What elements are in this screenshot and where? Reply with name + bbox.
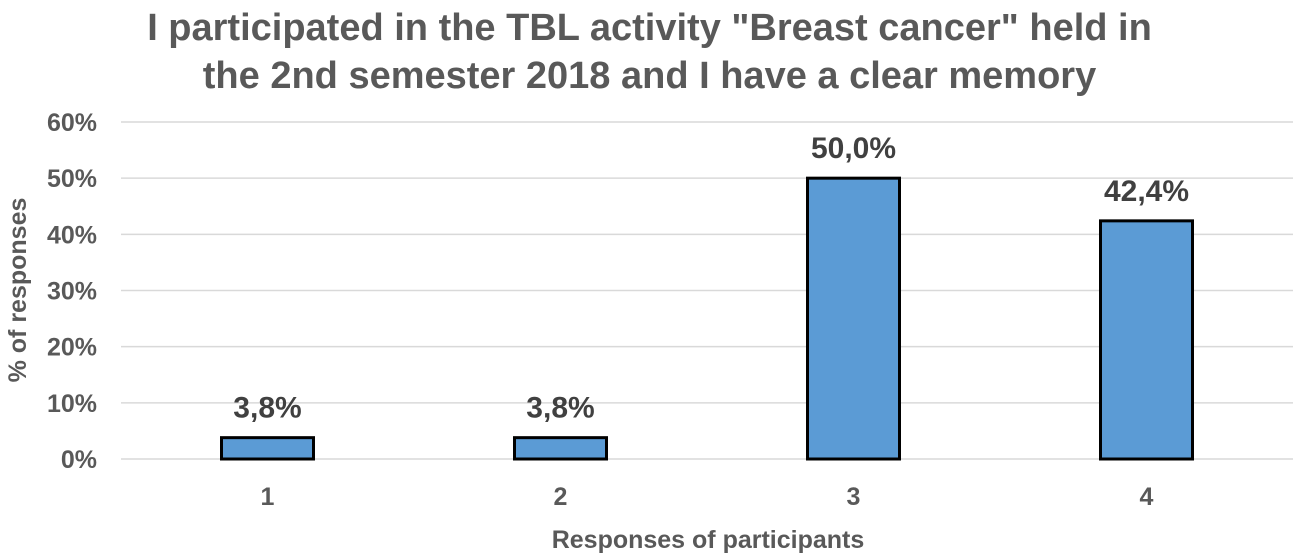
chart-title-line-1: I participated in the TBL activity "Brea… <box>147 7 1152 49</box>
x-tick-label: 1 <box>261 483 275 511</box>
x-axis-title: Responses of participants <box>552 526 865 554</box>
y-tick-label: 30% <box>47 278 97 306</box>
bar <box>1099 219 1194 461</box>
x-tick-label: 4 <box>1140 483 1154 511</box>
y-tick-label: 50% <box>47 165 97 193</box>
data-labels: 3,8% 3,8% 50,0% 42,4% <box>233 132 1189 424</box>
data-label: 42,4% <box>1104 175 1189 208</box>
y-tick-label: 20% <box>47 334 97 362</box>
x-tick-label: 3 <box>847 483 861 511</box>
x-tick-label: 2 <box>554 483 568 511</box>
y-axis-ticks: 0% 10% 20% 30% 40% 50% 60% <box>47 109 97 474</box>
bar <box>513 436 608 461</box>
y-axis-title: % of responses <box>4 198 32 383</box>
bar <box>220 436 315 461</box>
chart-title: I participated in the TBL activity "Brea… <box>0 4 1299 100</box>
bars <box>220 176 1194 461</box>
x-axis-ticks: 1 2 3 4 <box>261 483 1154 511</box>
chart-title-line-2: the 2nd semester 2018 and I have a clear… <box>202 55 1097 97</box>
bar <box>806 176 901 461</box>
gridlines <box>121 121 1293 460</box>
data-label: 3,8% <box>233 392 301 425</box>
y-tick-label: 60% <box>47 109 97 137</box>
data-label: 3,8% <box>526 392 594 425</box>
y-tick-label: 0% <box>61 446 97 474</box>
y-tick-label: 40% <box>47 221 97 249</box>
data-label: 50,0% <box>811 132 896 165</box>
y-tick-label: 10% <box>47 390 97 418</box>
